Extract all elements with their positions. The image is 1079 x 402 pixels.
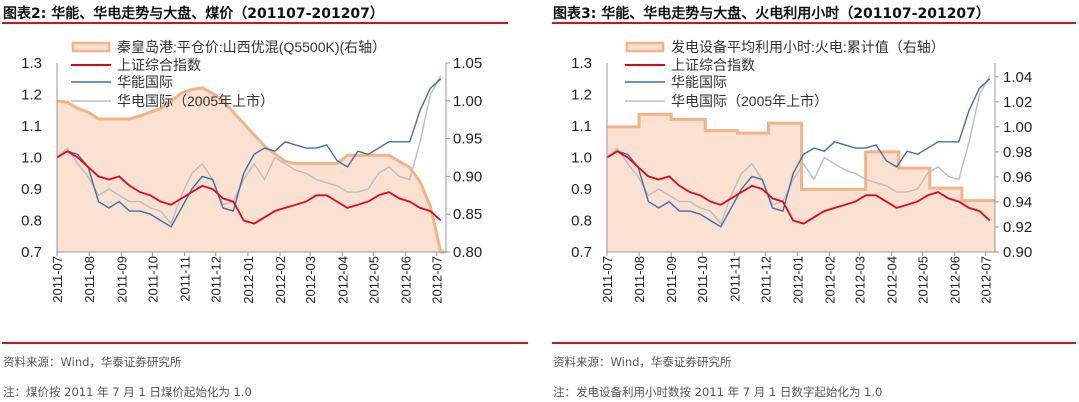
x-tick-label: 2011-07 <box>50 256 65 303</box>
y-tick-right: 0.94 <box>1003 194 1032 211</box>
legend: 发电设备平均利用小时:火电:累计值（右轴） 上证综合指数华能国际华电国际（2005… <box>625 39 945 109</box>
chart3-title: 图表3: 华能、华电走势与大盘、火电利用小时（201107-201207） <box>553 6 990 22</box>
x-tick-label: 2011-09 <box>114 256 129 303</box>
x-tick-label: 2012-02 <box>822 256 837 304</box>
x-tick-label: 2012-05 <box>366 256 381 304</box>
y-tick-left: 0.7 <box>571 244 592 261</box>
area-series-line <box>56 86 446 254</box>
x-tick-label: 2011-11 <box>178 256 193 302</box>
x-tick-label: 2012-01 <box>790 256 805 304</box>
x-tick-label: 2011-09 <box>664 256 679 303</box>
legend-label: 上证综合指数 <box>117 57 201 73</box>
y-tick-left: 1.0 <box>571 150 592 167</box>
x-tick-label: 2012-03 <box>852 256 867 304</box>
y-tick-right: 0.90 <box>453 168 482 185</box>
y-tick-right: 1.02 <box>1003 94 1032 111</box>
y-tick-right: 0.92 <box>1003 219 1032 236</box>
legend-label: 上证综合指数 <box>671 57 755 73</box>
series-line-1 <box>606 78 991 228</box>
y-tick-left: 1.2 <box>571 87 592 104</box>
y-tick-left: 1.2 <box>21 87 42 104</box>
series-line-1 <box>56 78 442 228</box>
y-tick-right: 0.85 <box>453 206 482 223</box>
x-tick-label: 2012-03 <box>303 256 318 304</box>
legend-label: 华能国际 <box>117 74 173 90</box>
y-tick-left: 1.0 <box>21 150 42 167</box>
chart-3: 0.7 0.8 0.9 1.0 1.1 1.2 1.3 0.90 0.92 0.94 0.96 0.9… <box>571 39 1032 304</box>
legend-label: 华电国际（2005年上市） <box>117 93 274 109</box>
x-tick-label: 2012-06 <box>399 256 414 304</box>
y-tick-right: 1.05 <box>453 55 482 72</box>
x-tick-label: 2012-07 <box>430 256 445 304</box>
x-tick-label: 2012-02 <box>273 256 288 304</box>
legend-label: 华能国际 <box>671 74 727 90</box>
x-tick-label: 2011-12 <box>758 256 773 303</box>
y-tick-right: 1.04 <box>1003 69 1032 86</box>
series-line-2 <box>606 75 991 225</box>
series-line-0 <box>56 150 442 225</box>
x-tick-label: 2012-01 <box>241 256 256 304</box>
x-tick-label: 2012-04 <box>885 256 900 304</box>
y-tick-left: 0.9 <box>571 181 592 198</box>
y-tick-left: 1.3 <box>571 55 592 72</box>
y-tick-left: 0.8 <box>571 213 592 230</box>
note-left: 注：煤价按 2011 年 7 月 1 日煤价起始化为 1.0 <box>3 385 252 399</box>
y-tick-left: 1.1 <box>21 118 42 135</box>
title-rule-right <box>552 22 1076 24</box>
series-line-0 <box>606 150 991 225</box>
y-tick-left: 0.9 <box>21 181 42 198</box>
x-tick-label: 2012-06 <box>948 256 963 304</box>
x-tick-label: 2012-05 <box>916 256 931 304</box>
y-tick-right: 0.90 <box>1003 244 1032 261</box>
source-right: 资料来源：Wind，华泰证券研究所 <box>553 355 732 369</box>
legend-label: 发电设备平均利用小时:火电:累计值（右轴） <box>671 39 945 55</box>
y-tick-left: 0.8 <box>21 213 42 230</box>
legend-label: 秦皇岛港:平仓价:山西优混(Q5500K)(右轴） <box>117 39 386 55</box>
y-tick-left: 1.3 <box>21 55 42 72</box>
legend-label: 华电国际（2005年上市） <box>671 93 828 109</box>
title-rule-left <box>2 22 508 24</box>
x-tick-label: 2011-11 <box>727 256 742 302</box>
y-tick-right: 0.96 <box>1003 169 1032 186</box>
source-left: 资料来源：Wind，华泰证券研究所 <box>3 355 182 369</box>
y-tick-right: 0.80 <box>453 244 482 261</box>
x-tick-label: 2011-08 <box>632 256 647 303</box>
x-tick-label: 2011-08 <box>82 256 97 303</box>
note-right: 注：发电设备利用小时数按 2011 年 7 月 1 日数字起始化为 1.0 <box>553 385 883 399</box>
bottom-rule-left <box>2 342 528 344</box>
series-line-2 <box>56 75 442 225</box>
area-fill <box>57 87 446 252</box>
y-tick-right: 1.00 <box>1003 119 1032 136</box>
y-tick-right: 1.00 <box>453 93 482 110</box>
x-tick-label: 2012-07 <box>979 256 994 304</box>
y-tick-left: 1.1 <box>571 118 592 135</box>
bottom-rule-right <box>552 342 1076 344</box>
chart-2: 0.7 0.8 0.9 1.0 1.1 1.2 1.3 0.80 0.85 0.90 0.95 1.0… <box>21 39 482 304</box>
y-tick-right: 0.98 <box>1003 144 1032 161</box>
legend-swatch-area <box>71 41 111 53</box>
x-tick-label: 2011-07 <box>600 256 615 303</box>
chart2-title: 图表2: 华能、华电走势与大盘、煤价（201107-201207） <box>3 6 384 22</box>
y-tick-right: 0.95 <box>453 131 482 148</box>
x-tick-label: 2011-12 <box>209 256 224 303</box>
x-tick-label: 2011-10 <box>695 256 710 303</box>
area-series-line <box>607 112 995 203</box>
x-tick-label: 2011-10 <box>145 256 160 303</box>
y-tick-left: 0.7 <box>21 244 42 261</box>
legend: 秦皇岛港:平仓价:山西优混(Q5500K)(右轴） 上证综合指数华能国际华电国际（… <box>71 39 386 109</box>
x-tick-label: 2012-04 <box>335 256 350 304</box>
legend-swatch-area <box>625 41 665 53</box>
